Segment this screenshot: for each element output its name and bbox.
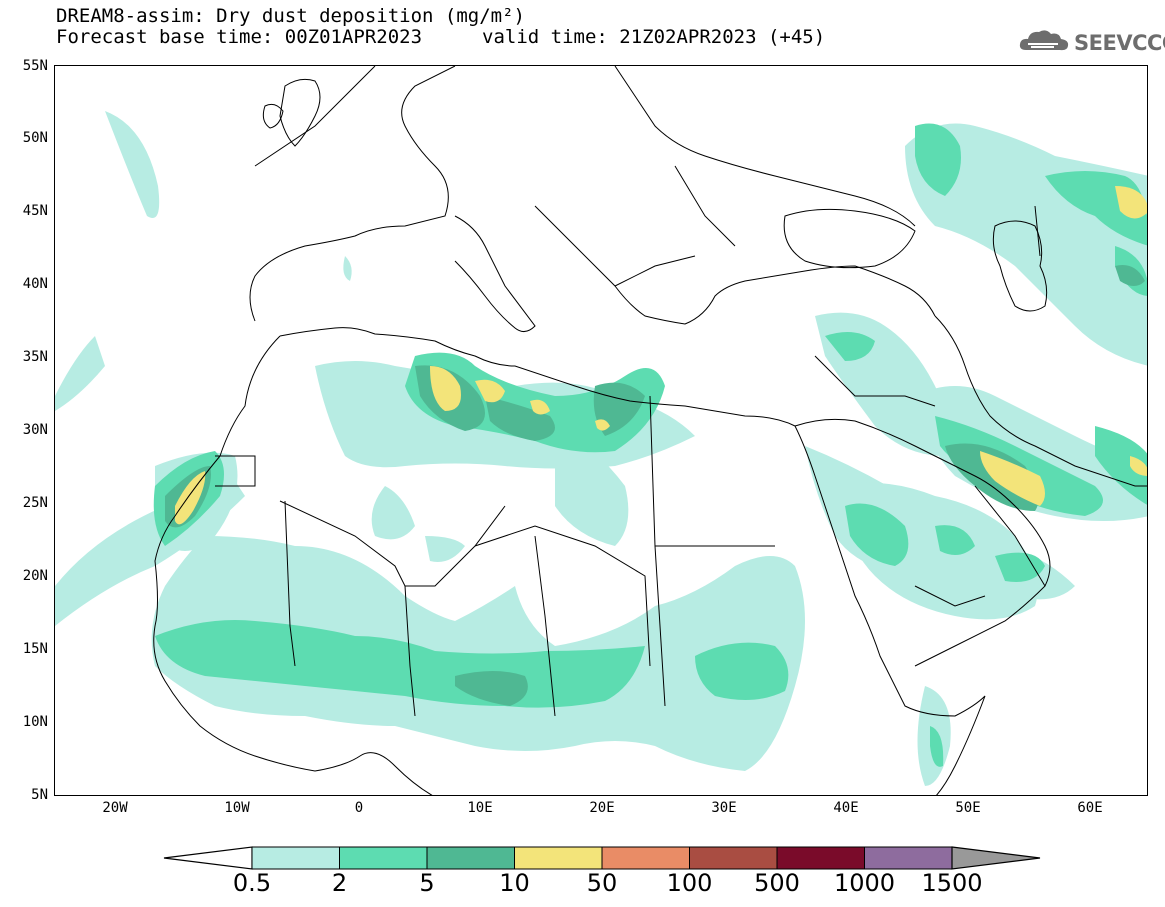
valid-time: valid time: 21Z02APR2023 (+45)	[482, 26, 826, 48]
map-area	[54, 65, 1148, 796]
colorbar-swatch	[601, 846, 690, 870]
colorbar	[163, 846, 1041, 870]
colorbar-swatch	[514, 846, 603, 870]
colorbar-label: 2	[331, 869, 348, 897]
colorbar-swatch	[251, 846, 340, 870]
colorbar-swatch	[339, 846, 428, 870]
logo-text: SEEVCCC	[1074, 31, 1165, 55]
colorbar-label: 10	[499, 869, 530, 897]
lon-tick: 20E	[589, 800, 615, 816]
colorbar-label: 100	[666, 869, 713, 897]
colorbar-under-arrow	[163, 846, 253, 870]
colorbar-swatch	[426, 846, 515, 870]
colorbar-swatch	[689, 846, 778, 870]
lon-tick: 20W	[102, 800, 128, 816]
lon-tick: 10W	[224, 800, 250, 816]
lon-tick: 50E	[955, 800, 981, 816]
lat-tick: 35N	[22, 349, 48, 365]
map-title: DREAM8-assim: Dry dust deposition (mg/m²…	[56, 5, 525, 27]
colorbar-label: 1500	[921, 869, 983, 897]
lat-tick: 40N	[22, 276, 48, 292]
coastlines	[153, 66, 1147, 795]
lat-tick: 45N	[22, 203, 48, 219]
colorbar-label: 1000	[833, 869, 896, 897]
lat-tick: 5N	[31, 787, 48, 803]
lon-tick: 30E	[711, 800, 737, 816]
lon-tick: 40E	[833, 800, 859, 816]
cloud-icon	[1018, 28, 1070, 58]
lat-tick: 55N	[22, 58, 48, 74]
colorbar-swatch	[864, 846, 953, 870]
lon-tick: 0	[354, 800, 364, 816]
colorbar-over-arrow	[951, 846, 1041, 870]
lat-tick: 10N	[22, 714, 48, 730]
lat-tick: 15N	[22, 641, 48, 657]
lon-tick: 10E	[467, 800, 493, 816]
lon-tick: 60E	[1077, 800, 1103, 816]
seevccc-logo: SEEVCCC	[1018, 30, 1165, 56]
dust-deposition-map	[55, 66, 1147, 795]
lat-tick: 20N	[22, 568, 48, 584]
lat-tick: 25N	[22, 495, 48, 511]
forecast-base-time: Forecast base time: 00Z01APR2023	[56, 26, 423, 48]
lat-tick: 30N	[22, 422, 48, 438]
colorbar-label: 500	[754, 869, 800, 897]
colorbar-label: 0.5	[232, 869, 272, 897]
colorbar-label: 50	[586, 869, 618, 897]
lat-tick: 50N	[22, 130, 48, 146]
colorbar-swatch	[776, 846, 865, 870]
colorbar-label: 5	[419, 869, 435, 897]
